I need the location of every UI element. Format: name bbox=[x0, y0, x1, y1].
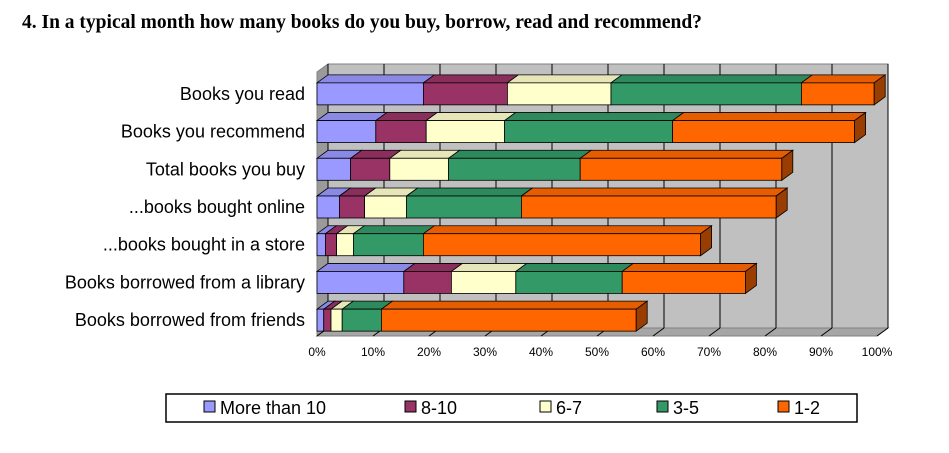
x-tick-label: 0% bbox=[308, 345, 326, 359]
bar-1-2-books-borrowed-from-friends bbox=[380, 300, 649, 332]
category-label: Books you read bbox=[180, 84, 305, 104]
bar-more-than-10-books-you-read bbox=[315, 74, 436, 106]
bar-8-10-books-you-recommend bbox=[374, 112, 439, 143]
legend-swatch bbox=[656, 400, 669, 413]
chart-title: 4. In a typical month how many books do … bbox=[22, 12, 702, 33]
category-labels: Books you read Books you recommend Total b… bbox=[65, 84, 305, 330]
legend: More than 10 8-10 6-7 3-5 1-2 bbox=[165, 393, 858, 423]
category-label: Books borrowed from friends bbox=[75, 310, 305, 330]
legend-label: More than 10 bbox=[220, 398, 326, 418]
legend-label: 1-2 bbox=[794, 398, 820, 418]
gridline-floor bbox=[708, 327, 721, 337]
x-tick-label: 50% bbox=[585, 345, 609, 359]
x-tick-label: 40% bbox=[529, 345, 553, 359]
bar-1-2-books-bought-in-a-store bbox=[422, 224, 713, 257]
bar-3-5-books-borrowed-from-friends bbox=[340, 300, 394, 332]
gridline-floor bbox=[652, 327, 665, 337]
x-tick-label: 60% bbox=[641, 345, 665, 359]
legend-label: 3-5 bbox=[673, 398, 699, 418]
legend-item-6-7: 6-7 bbox=[539, 398, 582, 418]
legend-box bbox=[165, 393, 858, 423]
bar-1-2-books-borrowed-from-a-library bbox=[620, 262, 758, 295]
gridline-floor bbox=[876, 327, 889, 337]
category-label: Books you recommend bbox=[121, 122, 305, 142]
category-label: ...books bought online bbox=[129, 197, 305, 217]
bars bbox=[315, 74, 887, 332]
legend-item-1-2: 1-2 bbox=[777, 398, 820, 418]
legend-swatch bbox=[777, 400, 790, 413]
bar-3-5-books-you-recommend bbox=[503, 112, 685, 143]
x-tick-label: 20% bbox=[417, 345, 441, 359]
x-tick-label: 90% bbox=[809, 345, 833, 359]
x-tick-labels: 0% 10% 20% 30% 40% 50% 60% 70% 80% 90% 100% bbox=[308, 345, 892, 359]
x-tick-label: 70% bbox=[697, 345, 721, 359]
bar-3-5-books-borrowed-from-a-library bbox=[514, 263, 635, 294]
gridline-floor bbox=[820, 327, 833, 337]
legend-label: 8-10 bbox=[421, 398, 457, 418]
bar-6-7-books-you-recommend bbox=[424, 112, 517, 143]
bar-1-2-books-you-recommend bbox=[671, 111, 867, 144]
x-tick-label: 80% bbox=[753, 345, 777, 359]
bar-3-5-books-you-read bbox=[609, 74, 814, 106]
bar-8-10-total-books-you-buy bbox=[349, 149, 403, 181]
bar-more-than-10-total-books-you-buy bbox=[315, 149, 363, 181]
bar-8-10-books-you-read bbox=[422, 74, 520, 106]
bar-1-2-books-bought-online bbox=[520, 187, 789, 219]
x-tick-label: 10% bbox=[361, 345, 385, 359]
legend-swatch bbox=[203, 400, 216, 413]
category-label: Total books you buy bbox=[146, 159, 305, 179]
bar-more-than-10-books-borrowed-from-a-library bbox=[315, 263, 417, 294]
legend-item-8-10: 8-10 bbox=[404, 398, 457, 418]
bar-6-7-books-you-read bbox=[506, 74, 624, 106]
gridline-floor bbox=[764, 327, 777, 337]
bar-3-5-total-books-you-buy bbox=[447, 149, 593, 181]
legend-item-more-than-10: More than 10 bbox=[203, 398, 326, 418]
category-label: ...books bought in a store bbox=[103, 235, 305, 255]
x-tick-label: 100% bbox=[862, 345, 893, 359]
bar-3-5-books-bought-online bbox=[405, 187, 534, 219]
bar-6-7-total-books-you-buy bbox=[388, 149, 461, 181]
legend-swatch bbox=[539, 400, 552, 413]
bar-1-2-books-you-read bbox=[800, 74, 887, 106]
legend-label: 6-7 bbox=[556, 398, 582, 418]
x-tick-label: 30% bbox=[473, 345, 497, 359]
legend-item-3-5: 3-5 bbox=[656, 398, 699, 418]
bar-more-than-10-books-bought-online bbox=[315, 187, 352, 219]
bar-1-2-total-books-you-buy bbox=[578, 149, 795, 182]
legend-swatch bbox=[404, 400, 417, 413]
bar-3-5-books-bought-in-a-store bbox=[352, 225, 436, 257]
category-label: Books borrowed from a library bbox=[65, 272, 305, 292]
